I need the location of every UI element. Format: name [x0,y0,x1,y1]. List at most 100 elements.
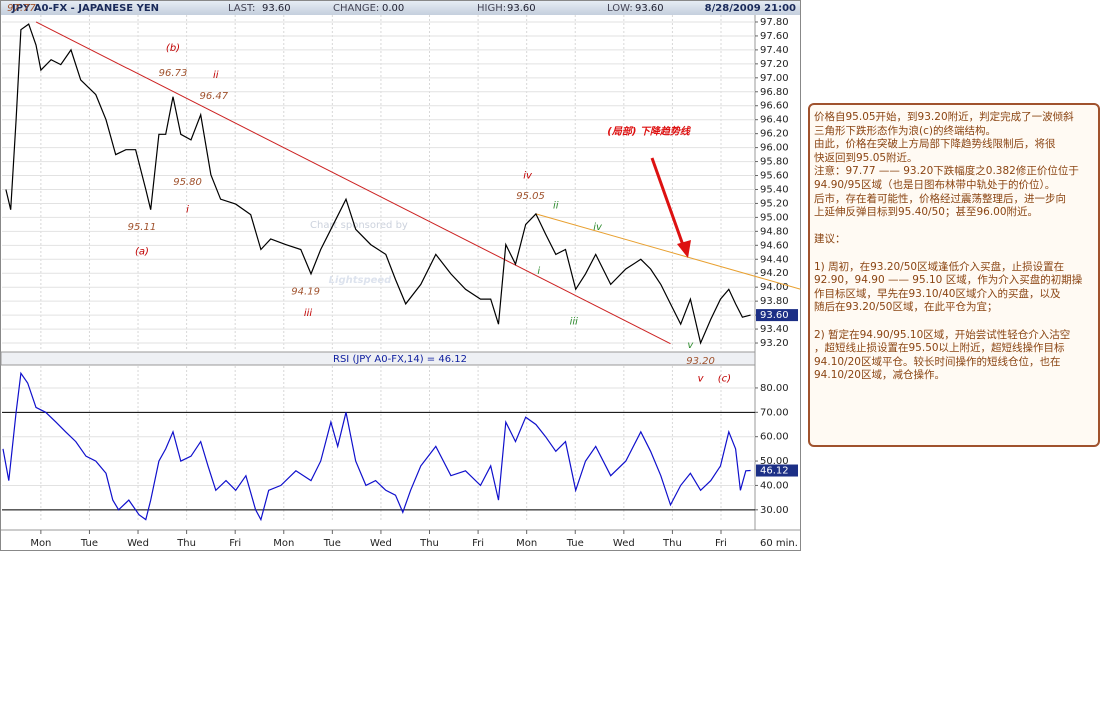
paragraph: 2) 暂定在94.90/95.10区域，开始尝试性轻仓介入沽空 ，超短线止损设置在… [814,329,1094,383]
x-tick-label: Tue [566,538,584,549]
x-tick-label: Mon [30,538,51,549]
y-tick-label: 50.00 [760,456,789,467]
y-tick-label: 95.60 [760,171,789,182]
wave-label: (a) [135,247,149,258]
wave-label: iv [593,222,603,233]
y-tick-label: 40.00 [760,480,789,491]
y-tick-label: 60.00 [760,432,789,443]
wave-label: 97.77 [7,3,36,14]
x-tick-label: Fri [472,538,484,549]
text-line: 快返回到95.05附近。 [814,151,918,164]
text-line: ，超短线止损设置在95.50以上附近，超短线操作目标 [814,342,1065,355]
y-tick-label: 97.00 [760,73,789,84]
price-line [5,23,751,345]
text-line: 作目标区域，早先在93.10/40区域介入的买盘，以及 [814,287,1061,300]
wave-label: ii [553,201,559,212]
y-tick-label: 93.80 [760,296,789,307]
y-tick-label: 94.60 [760,240,789,251]
stat-value: 93.60 [262,3,291,14]
watermark: Lightspeed [329,275,393,286]
wave-label: (b) [166,43,180,54]
x-tick-label: Fri [229,538,241,549]
wave-label: (c) [718,374,731,385]
arrow-shaft [650,157,686,249]
wave-label: v [698,374,705,385]
text-line: 上延伸反弹目标到95.40/50；甚至96.00附近。 [814,206,1039,219]
y-tick-label: 96.00 [760,143,789,154]
wave-label: 95.80 [173,177,202,188]
wave-label: iv [523,171,533,182]
wave-label: v [687,340,694,351]
y-tick-label: 97.60 [760,31,789,42]
y-tick-label: 96.40 [760,115,789,126]
text-line: 1) 周初，在93.20/50区域逢低介入买盘，止损设置在 [814,260,1065,273]
trend-line [35,21,671,345]
y-tick-label: 30.00 [760,505,789,516]
y-tick-label: 95.80 [760,157,789,168]
callout: (局部) 下降趋势线 [607,126,692,138]
wave-label: 96.73 [159,68,188,79]
stat-label: HIGH: [477,3,506,14]
wave-label: ii [213,70,219,81]
y-tick-label: 70.00 [760,407,789,418]
stat-value: 93.60 [507,3,536,14]
stat-value: 93.60 [635,3,664,14]
y-tick-label: 97.20 [760,59,789,70]
header-bar [1,1,800,15]
wave-label: iii [570,316,579,327]
wave-label: 93.20 [686,356,715,367]
text-line: 三角形下跌形态作为浪(c)的终端结构。 [814,124,996,137]
x-tick-label: Thu [662,538,682,549]
x-tick-label: Mon [516,538,537,549]
text-line: 随后在93.20/50区域，在此平仓为宜； [814,301,998,314]
y-tick-label: 96.20 [760,129,789,140]
stat-label: LOW: [607,3,633,14]
x-tick-label: Fri [715,538,727,549]
x-tick-label: Wed [370,538,392,549]
text-line: 94.90/95区域（也是日图布林带中轨处于的价位）。 [814,178,1056,191]
y-tick-label: 94.80 [760,226,789,237]
x-tick-label: Mon [273,538,294,549]
stat-label: LAST: [228,3,255,14]
text-line: 由此，价格在突破上方局部下降趋势线限制后，将很 [814,138,1056,151]
commentary-box: 价格自95.05开始，到93.20附近，判定完成了一波倾斜 三角形下跌形态作为浪(… [808,103,1100,447]
x-tick-label: Thu [176,538,196,549]
stat-label: CHANGE: [333,3,379,14]
wave-label: iii [304,308,313,319]
header-title: JPY A0-FX - JAPANESE YEN [11,3,159,14]
text-line: 94.10/20区域，减仓操作。 [814,369,945,382]
header-date: 8/28/2009 21:00 [705,3,796,14]
text-line: 后市，存在着可能性，价格经过震荡整理后，进一步向 [814,192,1066,205]
wave-label: 96.47 [199,91,228,102]
text-line: 建议： [814,233,846,246]
y-tick-label: 97.80 [760,17,789,28]
x-tick-label: Tue [80,538,98,549]
x-tick-label: Thu [419,538,439,549]
wave-label: 94.19 [291,286,320,297]
stat-value: 0.00 [382,3,404,14]
y-tick-label: 93.20 [760,338,789,349]
x-tick-label: Wed [127,538,149,549]
y-tick-label: 94.20 [760,268,789,279]
y-tick-label: 93.40 [760,324,789,335]
y-tick-label: 95.20 [760,198,789,209]
y-tick-label: 96.60 [760,101,789,112]
y-tick-label: 80.00 [760,383,789,394]
y-tick-label: 94.00 [760,282,789,293]
y-tick-label: 95.00 [760,212,789,223]
text-line: 注意：97.77 —— 93.20下跌幅度之0.382修正价位位于 [814,165,1079,178]
text-line: 2) 暂定在94.90/95.10区域，开始尝试性轻仓介入沽空 [814,328,1071,341]
wave-label: 95.11 [128,222,157,233]
last-value-label: 46.12 [760,466,789,477]
last-value-box [756,309,798,322]
y-tick-label: 97.40 [760,45,789,56]
text-line: 94.10/20区域平仓。较长时间操作的短线仓位，也在 [814,355,1061,368]
text-line: 价格自95.05开始，到93.20附近，判定完成了一波倾斜 [814,111,1074,123]
trend-line [535,213,801,290]
x-axis-label: 60 min. [760,538,798,549]
wave-label: i [537,266,540,277]
last-value-label: 93.60 [760,310,789,321]
price-line [2,371,751,522]
x-tick-label: Wed [613,538,635,549]
